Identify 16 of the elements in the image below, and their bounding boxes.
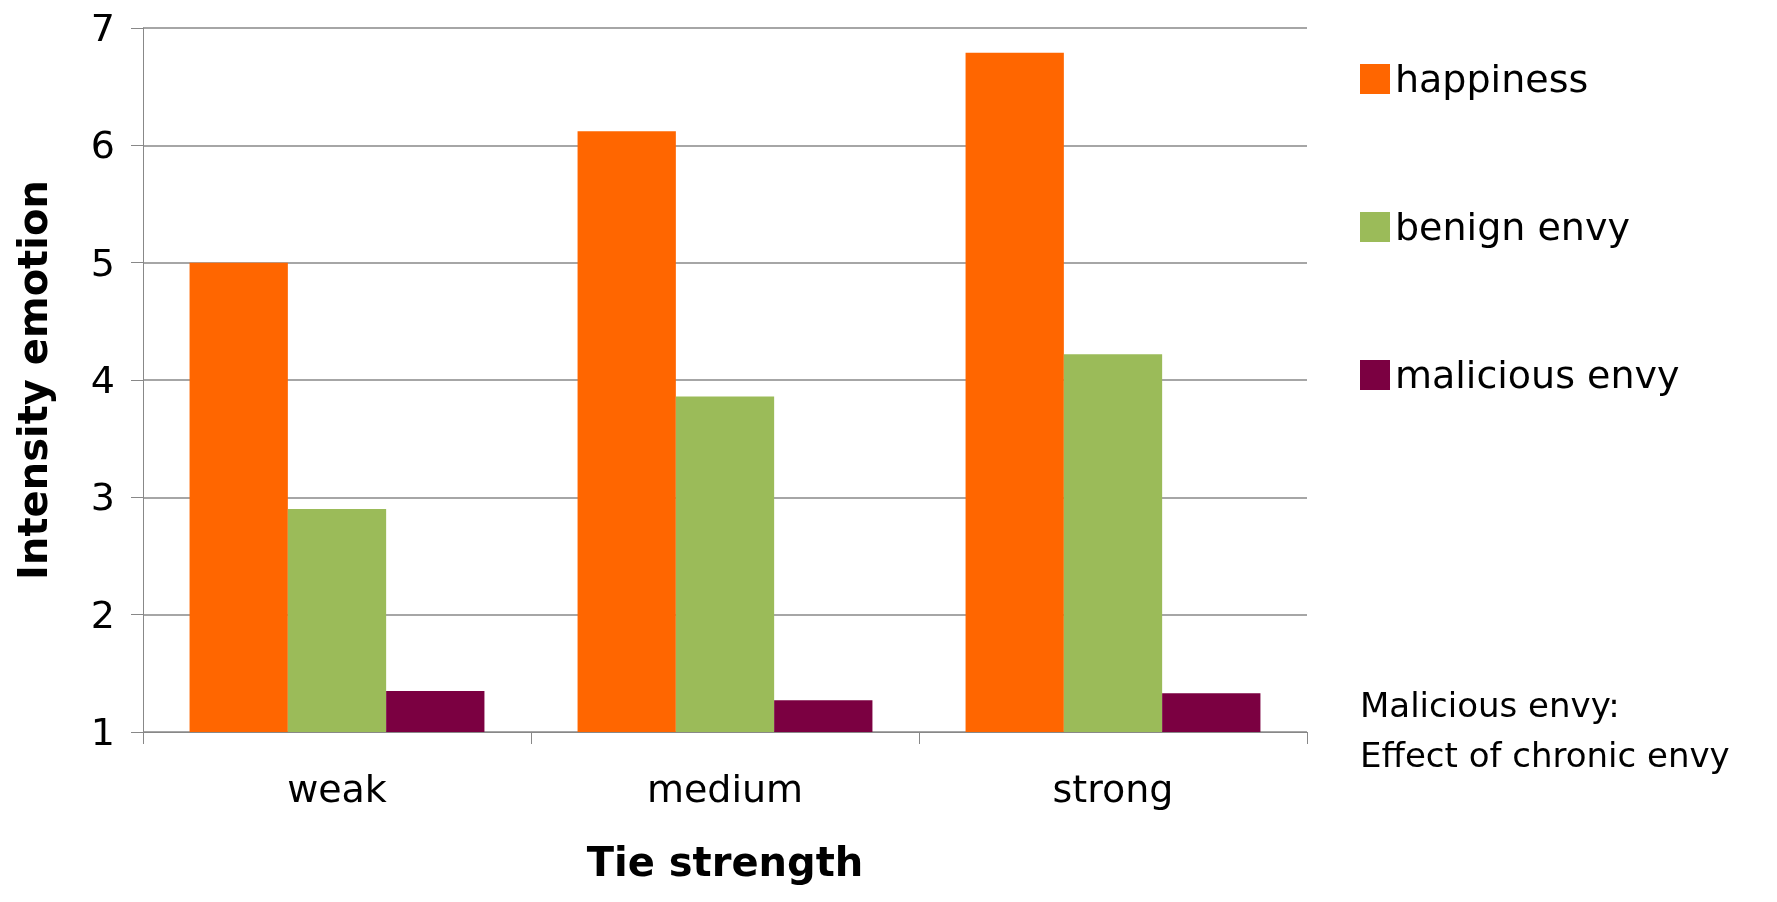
- y-tick-label: 5: [90, 240, 115, 285]
- x-tick-label: weak: [287, 767, 387, 811]
- legend-label: happiness: [1395, 57, 1589, 101]
- x-tick-label: strong: [1052, 767, 1174, 811]
- legend-label: malicious envy: [1395, 353, 1680, 397]
- y-tick-label: 3: [90, 475, 115, 520]
- y-axis-title: Intensity emotion: [10, 180, 56, 580]
- y-tick-label: 6: [90, 123, 115, 168]
- x-axis-title: Tie strength: [586, 839, 864, 885]
- y-tick-label: 1: [90, 710, 115, 754]
- x-tick-label: medium: [646, 767, 804, 811]
- text: Malicious envy: Effect of chronic envy: [1360, 685, 1730, 775]
- legend-label: benign envy: [1395, 205, 1630, 249]
- y-tick-label: 7: [90, 6, 115, 50]
- y-tick-label: 2: [90, 592, 115, 637]
- y-tick-label: 4: [90, 358, 115, 402]
